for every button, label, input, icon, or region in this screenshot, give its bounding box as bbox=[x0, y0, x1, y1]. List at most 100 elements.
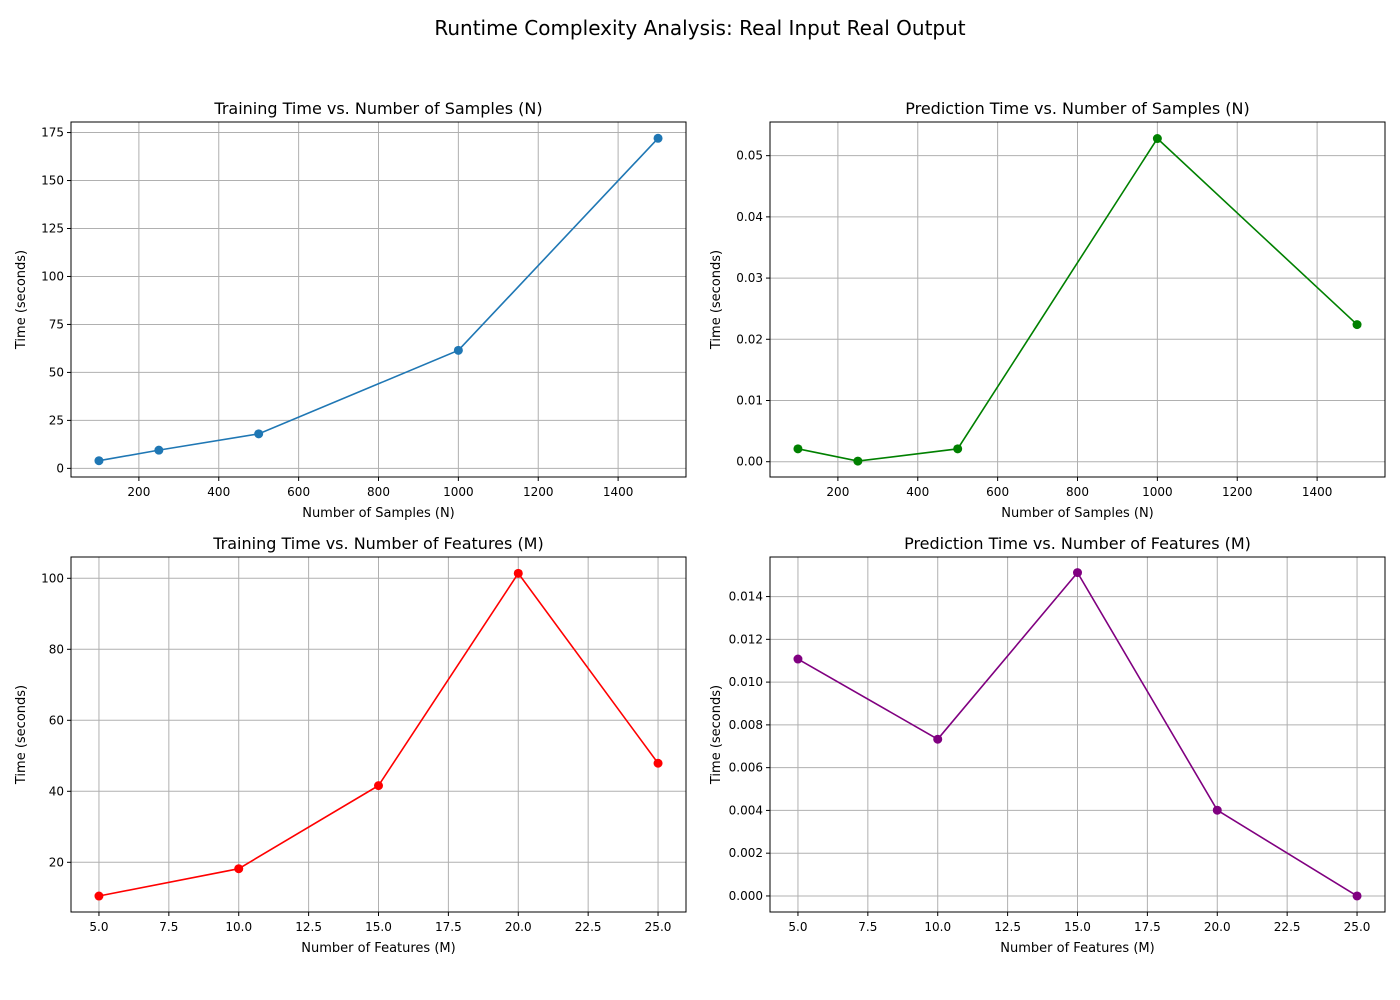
data-point bbox=[1352, 891, 1362, 901]
y-tick-label: 175 bbox=[41, 126, 64, 140]
y-tick-label: 60 bbox=[49, 713, 64, 727]
x-axis-label: Number of Features (M) bbox=[1000, 941, 1154, 956]
y-tick-label: 0.03 bbox=[736, 271, 763, 285]
y-tick-label: 0 bbox=[56, 461, 64, 475]
y-tick-label: 100 bbox=[41, 571, 64, 585]
data-point bbox=[453, 345, 463, 355]
x-tick-label: 10.0 bbox=[924, 920, 951, 934]
x-tick-label: 200 bbox=[127, 485, 150, 499]
y-tick-label: 0.004 bbox=[729, 803, 763, 817]
x-tick-label: 20.0 bbox=[505, 920, 532, 934]
data-point bbox=[793, 444, 803, 454]
data-point bbox=[653, 758, 663, 768]
y-tick-label: 125 bbox=[41, 222, 64, 236]
axes-frame bbox=[769, 121, 1386, 478]
subplot-title: Training Time vs. Number of Samples (N) bbox=[213, 99, 542, 118]
data-point bbox=[94, 891, 104, 901]
x-tick-label: 1400 bbox=[603, 485, 634, 499]
x-tick-label: 1200 bbox=[1222, 485, 1253, 499]
x-tick-label: 600 bbox=[287, 485, 310, 499]
data-point bbox=[94, 456, 104, 466]
x-tick-label: 600 bbox=[986, 485, 1009, 499]
y-axis-label: Time (seconds) bbox=[709, 685, 724, 785]
x-tick-label: 7.5 bbox=[858, 920, 877, 934]
y-tick-label: 0.014 bbox=[729, 590, 763, 604]
data-point bbox=[1212, 805, 1222, 815]
subplot-prediction-features: 5.0 7.5 10.0 12.5 15.0 17.5 20.0 22.5 25.0 0.000 0… bbox=[709, 534, 1386, 956]
x-tick-label: 1000 bbox=[443, 485, 474, 499]
subplot-title: Prediction Time vs. Number of Samples (N… bbox=[905, 99, 1250, 118]
y-tick-label: 100 bbox=[41, 269, 64, 283]
data-point bbox=[154, 445, 164, 455]
y-tick-label: 0.00 bbox=[736, 455, 763, 469]
x-tick-label: 400 bbox=[207, 485, 230, 499]
x-tick-label: 15.0 bbox=[365, 920, 392, 934]
axes-frame bbox=[70, 121, 687, 478]
y-tick-label: 0.008 bbox=[729, 718, 763, 732]
y-tick-label: 150 bbox=[41, 174, 64, 188]
y-axis-label: Time (seconds) bbox=[14, 250, 29, 350]
y-tick-label: 0.012 bbox=[729, 632, 763, 646]
data-point bbox=[1073, 568, 1082, 578]
y-tick-label: 0.000 bbox=[729, 889, 763, 903]
y-tick-label: 0.04 bbox=[736, 210, 763, 224]
x-tick-label: 800 bbox=[1066, 485, 1089, 499]
x-tick-label: 15.0 bbox=[1064, 920, 1091, 934]
x-tick-label: 5.0 bbox=[89, 920, 108, 934]
data-point bbox=[234, 864, 244, 874]
data-point bbox=[853, 456, 863, 466]
data-point bbox=[374, 781, 383, 791]
y-axis-label: Time (seconds) bbox=[14, 685, 29, 785]
subplot-title: Training Time vs. Number of Features (M) bbox=[212, 534, 543, 553]
data-point bbox=[933, 734, 943, 744]
x-tick-label: 17.5 bbox=[1134, 920, 1161, 934]
x-tick-label: 200 bbox=[826, 485, 849, 499]
x-axis-label: Number of Features (M) bbox=[301, 941, 455, 956]
data-point bbox=[513, 568, 523, 578]
x-tick-label: 25.0 bbox=[645, 920, 672, 934]
x-tick-label: 1200 bbox=[523, 485, 554, 499]
subplot-title: Prediction Time vs. Number of Features (… bbox=[904, 534, 1251, 553]
y-tick-label: 50 bbox=[49, 365, 64, 379]
subplot-prediction-samples: 200 400 600 800 1000 1200 1400 0.00 0.01 0.02 0.03… bbox=[709, 99, 1386, 521]
x-tick-label: 400 bbox=[906, 485, 929, 499]
subplot-training-samples: 200 400 600 800 1000 1200 1400 0 25 50 75 100 125 150… bbox=[14, 99, 687, 521]
x-tick-label: 1000 bbox=[1142, 485, 1173, 499]
data-point bbox=[653, 133, 663, 143]
figure-title: Runtime Complexity Analysis: Real Input … bbox=[434, 16, 966, 40]
y-tick-label: 0.006 bbox=[729, 761, 763, 775]
axes-frame bbox=[769, 556, 1386, 913]
x-tick-label: 22.5 bbox=[1274, 920, 1301, 934]
y-tick-label: 0.01 bbox=[736, 393, 763, 407]
x-tick-label: 10.0 bbox=[225, 920, 252, 934]
x-tick-label: 1400 bbox=[1302, 485, 1333, 499]
x-axis-label: Number of Samples (N) bbox=[302, 506, 455, 521]
axes-frame bbox=[70, 556, 687, 913]
y-tick-label: 20 bbox=[49, 855, 64, 869]
x-tick-label: 12.5 bbox=[994, 920, 1021, 934]
x-tick-label: 17.5 bbox=[435, 920, 462, 934]
y-tick-label: 0.002 bbox=[729, 846, 763, 860]
x-tick-label: 800 bbox=[367, 485, 390, 499]
y-tick-label: 75 bbox=[49, 317, 64, 331]
x-tick-label: 22.5 bbox=[575, 920, 602, 934]
x-tick-label: 20.0 bbox=[1204, 920, 1231, 934]
x-axis-label: Number of Samples (N) bbox=[1001, 506, 1154, 521]
y-axis-label: Time (seconds) bbox=[709, 250, 724, 350]
y-tick-label: 80 bbox=[49, 642, 64, 656]
y-tick-label: 0.05 bbox=[736, 149, 763, 163]
y-tick-label: 25 bbox=[49, 413, 64, 427]
x-tick-label: 5.0 bbox=[788, 920, 807, 934]
x-tick-label: 25.0 bbox=[1344, 920, 1371, 934]
subplot-training-features: 5.0 7.5 10.0 12.5 15.0 17.5 20.0 22.5 25.0 20 40 60… bbox=[14, 534, 687, 956]
data-point bbox=[1352, 320, 1362, 330]
data-point bbox=[953, 444, 963, 454]
x-tick-label: 7.5 bbox=[159, 920, 178, 934]
x-tick-label: 12.5 bbox=[295, 920, 322, 934]
data-point bbox=[1152, 134, 1162, 144]
y-tick-label: 40 bbox=[49, 784, 64, 798]
y-tick-label: 0.02 bbox=[736, 332, 763, 346]
y-tick-label: 0.010 bbox=[729, 675, 763, 689]
